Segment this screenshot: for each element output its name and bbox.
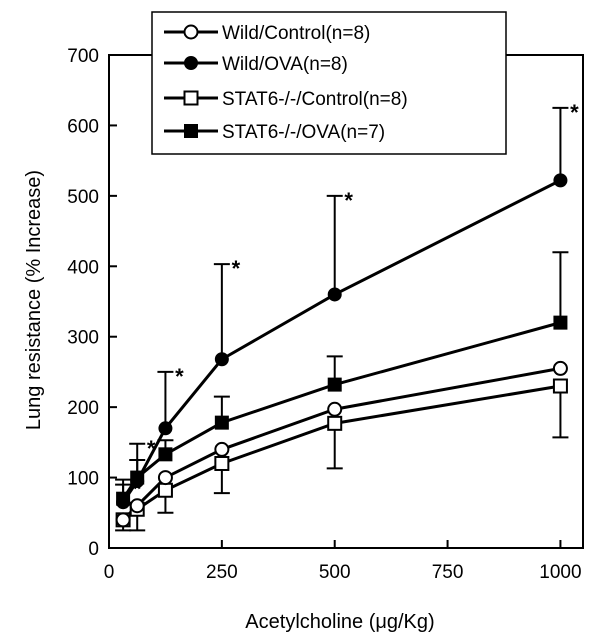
y-tick-label: 700 — [67, 46, 99, 67]
point-filled-square — [158, 447, 173, 462]
x-tick-label: 250 — [206, 562, 238, 583]
point-filled-circle — [130, 474, 145, 489]
x-tick-label: 500 — [319, 562, 351, 583]
point-open-circle — [157, 470, 173, 486]
point-filled-circle — [327, 287, 342, 302]
point-open-circle — [214, 441, 230, 457]
y-tick-label: 400 — [67, 257, 99, 278]
y-tick-label: 100 — [67, 469, 99, 490]
significance-star: * — [232, 256, 241, 281]
point-filled-circle — [116, 495, 131, 510]
point-filled-circle — [214, 352, 229, 367]
series-line — [122, 366, 561, 521]
point-filled-square — [553, 315, 568, 330]
x-tick-label: 0 — [104, 562, 115, 583]
significance-star: * — [175, 364, 184, 389]
y-tick-label: 200 — [67, 398, 99, 419]
y-tick-label: 0 — [88, 539, 99, 560]
point-open-circle — [183, 24, 199, 40]
legend: Wild/Control(n=8) Wild/OVA(n=8) STAT6-/-/C… — [151, 11, 507, 155]
point-filled-square — [184, 124, 198, 138]
point-open-square — [157, 482, 173, 498]
point-open-circle — [115, 512, 131, 528]
point-filled-circle — [158, 421, 173, 436]
series-line — [122, 384, 561, 522]
axes: 0 100 200 300 400 500 600 700 0 250 500 750 1000 — [67, 46, 584, 583]
significance-star: * — [147, 436, 156, 461]
point-open-circle — [552, 360, 568, 376]
point-filled-square — [214, 415, 229, 430]
x-tick-label: 1000 — [539, 562, 581, 583]
y-tick-label: 600 — [67, 116, 99, 137]
point-open-circle — [129, 498, 145, 514]
point-open-square — [327, 415, 343, 431]
point-filled-circle — [184, 56, 198, 70]
legend-label: STAT6-/-/OVA(n=7) — [222, 122, 385, 143]
point-filled-circle — [553, 173, 568, 188]
x-axis-label: Acetylcholine (μg/Kg) — [245, 611, 434, 633]
x-tick-label: 750 — [432, 562, 464, 583]
y-axis-label: Lung resistance (% Increase) — [23, 170, 45, 430]
point-filled-square — [327, 377, 342, 392]
point-open-circle — [327, 401, 343, 417]
legend-label: Wild/OVA(n=8) — [222, 54, 348, 75]
significance-star: * — [570, 100, 579, 125]
significance-markers: ****** — [133, 100, 579, 502]
significance-star: * — [344, 188, 353, 213]
error-bars — [115, 106, 569, 532]
series-markers — [115, 173, 568, 528]
legend-label: STAT6-/-/Control(n=8) — [222, 89, 408, 110]
point-open-square — [214, 455, 230, 471]
significance-star: * — [133, 477, 142, 502]
y-tick-label: 300 — [67, 328, 99, 349]
y-tick-label: 500 — [67, 187, 99, 208]
legend-label: Wild/Control(n=8) — [222, 23, 370, 44]
point-open-square — [183, 90, 199, 106]
point-open-square — [552, 378, 568, 394]
